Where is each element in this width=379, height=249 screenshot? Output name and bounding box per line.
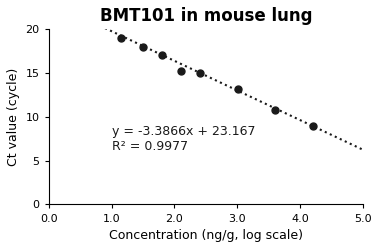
Point: [178, 69, 184, 73]
Point: [310, 124, 316, 128]
Text: y = -3.3866x + 23.167
R² = 0.9977: y = -3.3866x + 23.167 R² = 0.9977: [111, 125, 255, 153]
Point: [140, 45, 146, 49]
Title: BMT101 in mouse lung: BMT101 in mouse lung: [100, 7, 312, 25]
Y-axis label: Ct value (cycle): Ct value (cycle): [7, 68, 20, 166]
Point: [272, 108, 278, 112]
Point: [159, 53, 165, 57]
Point: [235, 87, 241, 91]
Point: [197, 71, 203, 75]
Point: [118, 36, 124, 40]
X-axis label: Concentration (ng/g, log scale): Concentration (ng/g, log scale): [109, 229, 303, 242]
